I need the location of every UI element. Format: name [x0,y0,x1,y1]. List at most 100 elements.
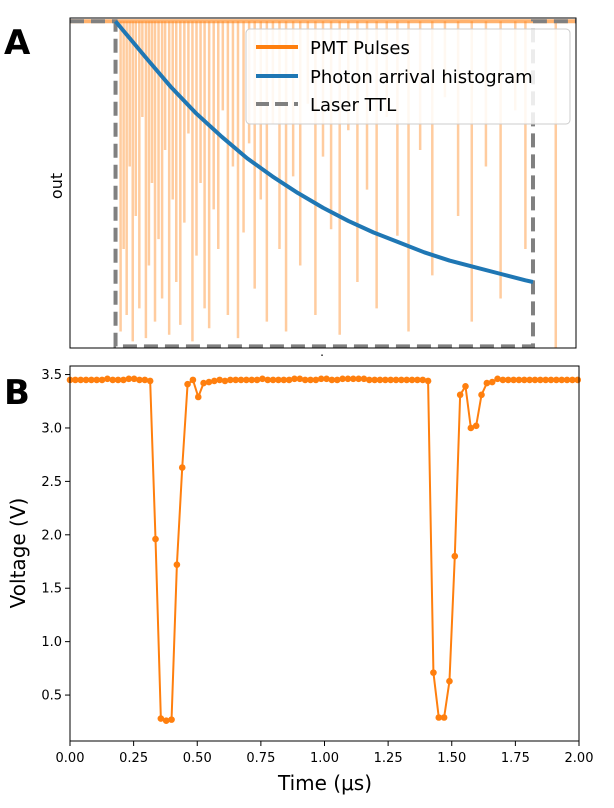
voltage-point [82,376,90,384]
panel-a-letter: A [4,23,31,63]
panel-b-frame [69,365,580,742]
y-tick-label: 1.5 [41,582,62,597]
y-tick-label: 3.0 [41,421,62,436]
voltage-point [542,376,549,384]
voltage-point [499,376,507,384]
panel-b-letter: B [4,373,30,413]
voltage-point [333,376,341,384]
voltage-point [339,375,346,383]
x-tick-label: 0.50 [183,751,212,766]
legend-box [245,28,571,125]
voltage-point [189,376,197,384]
voltage-point [248,376,256,384]
voltage-point [392,376,400,384]
voltage-point [253,376,261,384]
panel-b-y-axis: 0.5 1.0 1.5 2.0 2.5 3.0 3.5 [41,368,70,704]
panel-b-xlabel: Time (μs) [277,771,372,795]
voltage-point [184,380,191,388]
voltage-point [408,376,416,384]
voltage-point [141,376,149,384]
voltage-point [494,375,501,383]
voltage-point [446,677,453,685]
voltage-point [547,376,555,384]
voltage-point [467,424,475,432]
voltage-point [162,717,170,725]
voltage-point [526,376,533,384]
voltage-point [125,375,133,383]
laser-ttl-series [70,19,576,348]
voltage-point [398,376,405,384]
voltage-point [456,391,464,399]
voltage-point [98,376,106,384]
voltage-point [275,376,282,384]
legend-label-histogram: Photon arrival histogram [310,67,533,88]
voltage-point [430,669,437,676]
y-tick-label: 3.5 [41,368,62,383]
voltage-point [558,376,565,384]
voltage-point [504,376,512,384]
voltage-point [285,376,293,384]
voltage-point [478,391,485,399]
voltage-point [232,376,239,384]
voltage-point [109,376,117,384]
voltage-point [93,376,101,384]
voltage-point [328,376,336,384]
legend-label-pmt: PMT Pulses [310,38,410,59]
voltage-point [569,376,576,384]
voltage-point [349,375,357,383]
voltage-point [237,376,245,384]
y-tick-label: 2.5 [41,475,62,490]
voltage-point [88,376,95,384]
panel-b-x-axis: 0.00 0.25 0.50 0.75 1.00 1.25 1.50 1.75 2.00 [56,741,594,766]
voltage-point [216,376,223,384]
voltage-point [259,375,266,383]
panel-a-frame [69,17,577,349]
voltage-point [312,376,320,384]
voltage-point [120,376,127,384]
voltage-point [515,376,523,384]
panel-a-xlabel: . [320,345,324,359]
x-tick-label: 1.00 [310,751,339,766]
voltage-series [66,375,582,725]
x-tick-label: 2.00 [565,751,594,766]
voltage-point [574,376,582,384]
voltage-point [136,376,143,384]
voltage-point [146,377,154,385]
voltage-point [280,376,288,384]
voltage-point [376,376,384,384]
panel-a-ylabel: out [47,173,66,199]
voltage-point [307,376,314,384]
voltage-point [365,376,373,384]
x-tick-label: 0.75 [246,751,275,766]
x-tick-label: 0.25 [119,751,148,766]
voltage-point [317,375,325,383]
panel-a-legend: PMT Pulses Photon arrival histogram Lase… [245,28,571,125]
laser-ttl-line [70,19,576,348]
voltage-point [462,382,469,390]
photon-histogram-series [114,20,534,284]
x-tick-label: 1.75 [501,751,530,766]
voltage-point [104,375,111,383]
voltage-point [323,375,330,383]
voltage-point [77,376,84,384]
voltage-point [194,393,202,401]
voltage-point [355,375,362,383]
voltage-point [130,375,138,383]
voltage-point [264,376,272,384]
voltage-point [221,377,229,385]
voltage-point [387,376,394,384]
voltage-point [168,716,175,723]
voltage-point [472,422,480,430]
voltage-point [152,535,159,543]
voltage-point [403,376,411,384]
voltage-point [483,379,491,387]
panel-a-chart: out . PMT Pulses Photon arrival histogra… [47,17,577,359]
x-tick-label: 1.25 [374,751,403,766]
voltage-point [451,552,459,560]
histogram-curve [114,20,534,284]
voltage-point [488,378,496,386]
voltage-point [301,376,309,384]
voltage-line [70,377,578,722]
voltage-point [520,376,528,384]
